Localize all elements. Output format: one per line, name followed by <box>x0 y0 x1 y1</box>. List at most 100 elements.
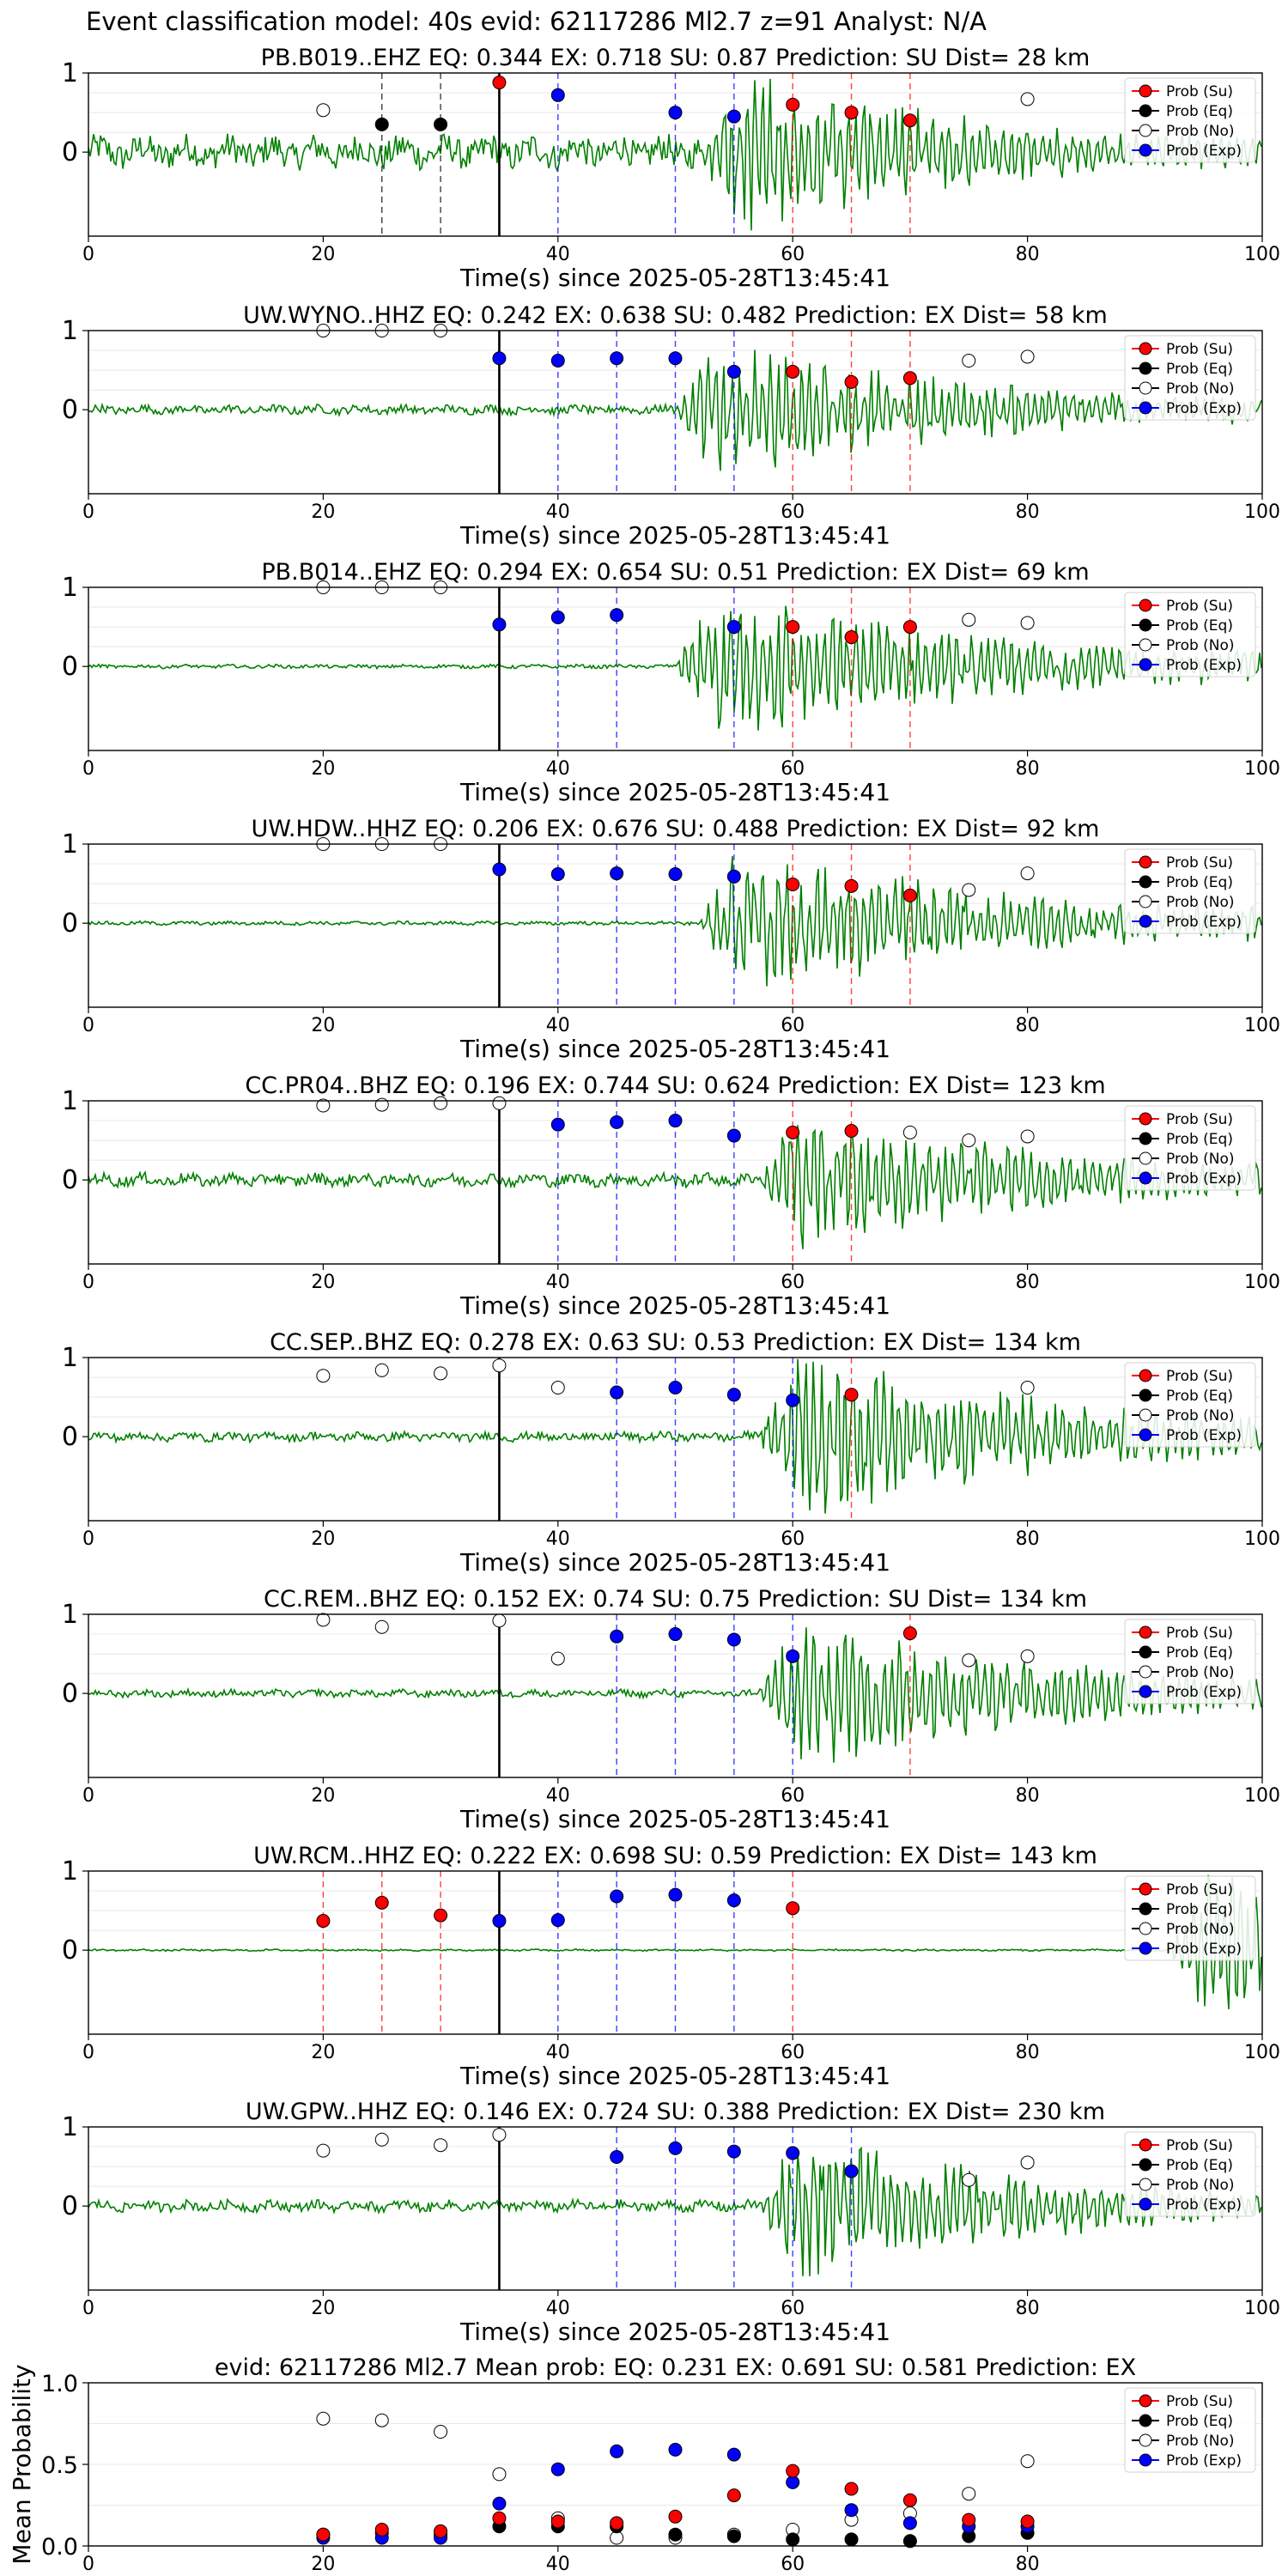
x-axis-label: Time(s) since 2025-05-28T13:45:41 <box>459 1548 890 1577</box>
x-tick-label: 0 <box>82 758 94 780</box>
y-tick-label: 0.0 <box>41 2534 78 2561</box>
legend-box <box>1124 1619 1256 1704</box>
prob-point-exp <box>492 1914 507 1929</box>
legend-swatch-marker <box>1139 1151 1152 1165</box>
prob-point-no <box>374 2413 389 2427</box>
prob-point-eq <box>726 2529 741 2543</box>
x-tick-label: 100 <box>1244 758 1280 780</box>
axes-frame <box>88 1613 1263 1778</box>
legend-swatch-marker <box>1139 1645 1152 1659</box>
x-tick-label: 20 <box>311 2042 335 2063</box>
waveform-trace <box>88 1874 1262 2009</box>
y-tick-label: 1 <box>62 1856 78 1886</box>
y-tick-label: 0 <box>62 1422 78 1452</box>
x-tick-label: 20 <box>311 244 335 265</box>
prob-point-exp <box>668 1114 683 1128</box>
legend-label: Prob (Su) <box>1166 2137 1233 2154</box>
legend-swatch-marker <box>1139 84 1152 98</box>
legend-box <box>1124 848 1256 934</box>
waveform-trace <box>88 1627 1262 1763</box>
prob-point-no <box>1020 1381 1035 1395</box>
prob-point-exp <box>492 2496 507 2511</box>
y-tick-label: 1 <box>62 1086 78 1116</box>
y-tick-label: 1 <box>62 829 78 860</box>
legend-label: Prob (No) <box>1166 2177 1235 2194</box>
legend-swatch-marker <box>1139 2158 1152 2172</box>
axes-frame <box>88 330 1263 495</box>
prob-point-no <box>434 1366 448 1381</box>
legend-box <box>1124 335 1256 421</box>
legend-label: Prob (No) <box>1166 2433 1235 2450</box>
x-tick-label: 0 <box>82 1015 94 1036</box>
prob-point-su <box>434 2524 448 2538</box>
waveform-trace <box>88 349 1262 471</box>
x-tick-label: 40 <box>546 2042 570 2063</box>
panel-title: UW.WYNO..HHZ EQ: 0.242 EX: 0.638 SU: 0.4… <box>243 302 1108 329</box>
legend-swatch-marker <box>1139 1112 1152 1126</box>
prob-point-su <box>844 1388 859 1402</box>
legend-swatch-marker <box>1139 361 1152 375</box>
prob-point-no <box>550 1651 565 1666</box>
prob-point-no <box>316 2143 331 2158</box>
prob-point-no <box>962 1133 976 1148</box>
prob-point-eq <box>668 2527 683 2542</box>
x-tick-label: 80 <box>1016 1528 1040 1550</box>
prob-point-exp <box>844 2503 859 2518</box>
x-tick-label: 80 <box>1016 2042 1040 2063</box>
prob-point-su <box>786 364 800 379</box>
legend: Prob (Su) Prob (Eq) Prob (No) Prob (Exp) <box>1124 2387 1256 2473</box>
prob-point-su <box>1020 2514 1035 2529</box>
prob-point-no <box>902 1125 917 1139</box>
prob-point-no <box>550 1381 565 1395</box>
prob-point-su <box>374 1895 389 1910</box>
legend-label: Prob (Su) <box>1166 1881 1233 1899</box>
prob-point-su <box>786 2464 800 2478</box>
prob-point-su <box>786 877 800 891</box>
prob-point-su <box>844 630 859 645</box>
x-tick-label: 0 <box>82 244 94 265</box>
y-tick-label: 1 <box>62 316 78 346</box>
prob-point-su <box>786 620 800 635</box>
x-tick-label: 40 <box>546 1785 570 1807</box>
panel-6: CC.SEP..BHZ EQ: 0.278 EX: 0.63 SU: 0.53 … <box>62 1329 1280 1577</box>
panel-7: CC.REM..BHZ EQ: 0.152 EX: 0.74 SU: 0.75 … <box>62 1586 1280 1833</box>
x-tick-label: 80 <box>1016 1015 1040 1036</box>
x-tick-label: 60 <box>781 244 805 265</box>
prob-point-no <box>374 1619 389 1634</box>
y-tick-label: 1 <box>62 573 78 603</box>
x-tick-label: 20 <box>311 501 335 523</box>
prob-point-no <box>434 1096 448 1110</box>
legend-swatch-marker <box>1139 2178 1152 2191</box>
panel-title: PB.B014..EHZ EQ: 0.294 EX: 0.654 SU: 0.5… <box>261 559 1089 586</box>
legend-label: Prob (Eq) <box>1166 617 1233 635</box>
prob-point-no <box>610 2530 624 2545</box>
axes-frame <box>88 1870 1263 2035</box>
legend-label: Prob (Exp) <box>1166 1170 1242 1188</box>
prob-point-no <box>962 354 976 368</box>
prob-point-exp <box>550 1117 565 1132</box>
prob-point-no <box>316 1613 331 1627</box>
prob-point-no <box>434 2138 448 2153</box>
legend-label: Prob (Su) <box>1166 341 1233 358</box>
prob-point-su <box>902 620 917 635</box>
legend-label: Prob (No) <box>1166 637 1235 654</box>
x-tick-label: 60 <box>781 1015 805 1036</box>
prob-point-exp <box>726 109 741 124</box>
prob-point-su <box>902 113 917 128</box>
panel-title: PB.B019..EHZ EQ: 0.344 EX: 0.718 SU: 0.8… <box>261 45 1091 71</box>
legend: Prob (Su) Prob (Eq) Prob (No) Prob (Exp) <box>1124 592 1256 677</box>
prob-point-no <box>492 2128 507 2142</box>
prob-point-su <box>726 2488 741 2503</box>
axes-frame <box>88 1100 1263 1265</box>
axes-frame <box>88 2126 1263 2291</box>
x-tick-label: 40 <box>546 1272 570 1293</box>
legend-label: Prob (Exp) <box>1166 1684 1242 1701</box>
prob-point-eq <box>434 117 448 131</box>
x-axis-label: Time(s) since 2025-05-28T13:45:41 <box>459 521 890 550</box>
panel-3: PB.B014..EHZ EQ: 0.294 EX: 0.654 SU: 0.5… <box>62 559 1280 806</box>
y-tick-label: 0 <box>62 2191 78 2221</box>
prob-point-exp <box>668 867 683 882</box>
y-tick-label: 1.0 <box>41 2371 78 2397</box>
prob-point-su <box>316 1914 331 1929</box>
x-tick-label: 60 <box>781 758 805 780</box>
